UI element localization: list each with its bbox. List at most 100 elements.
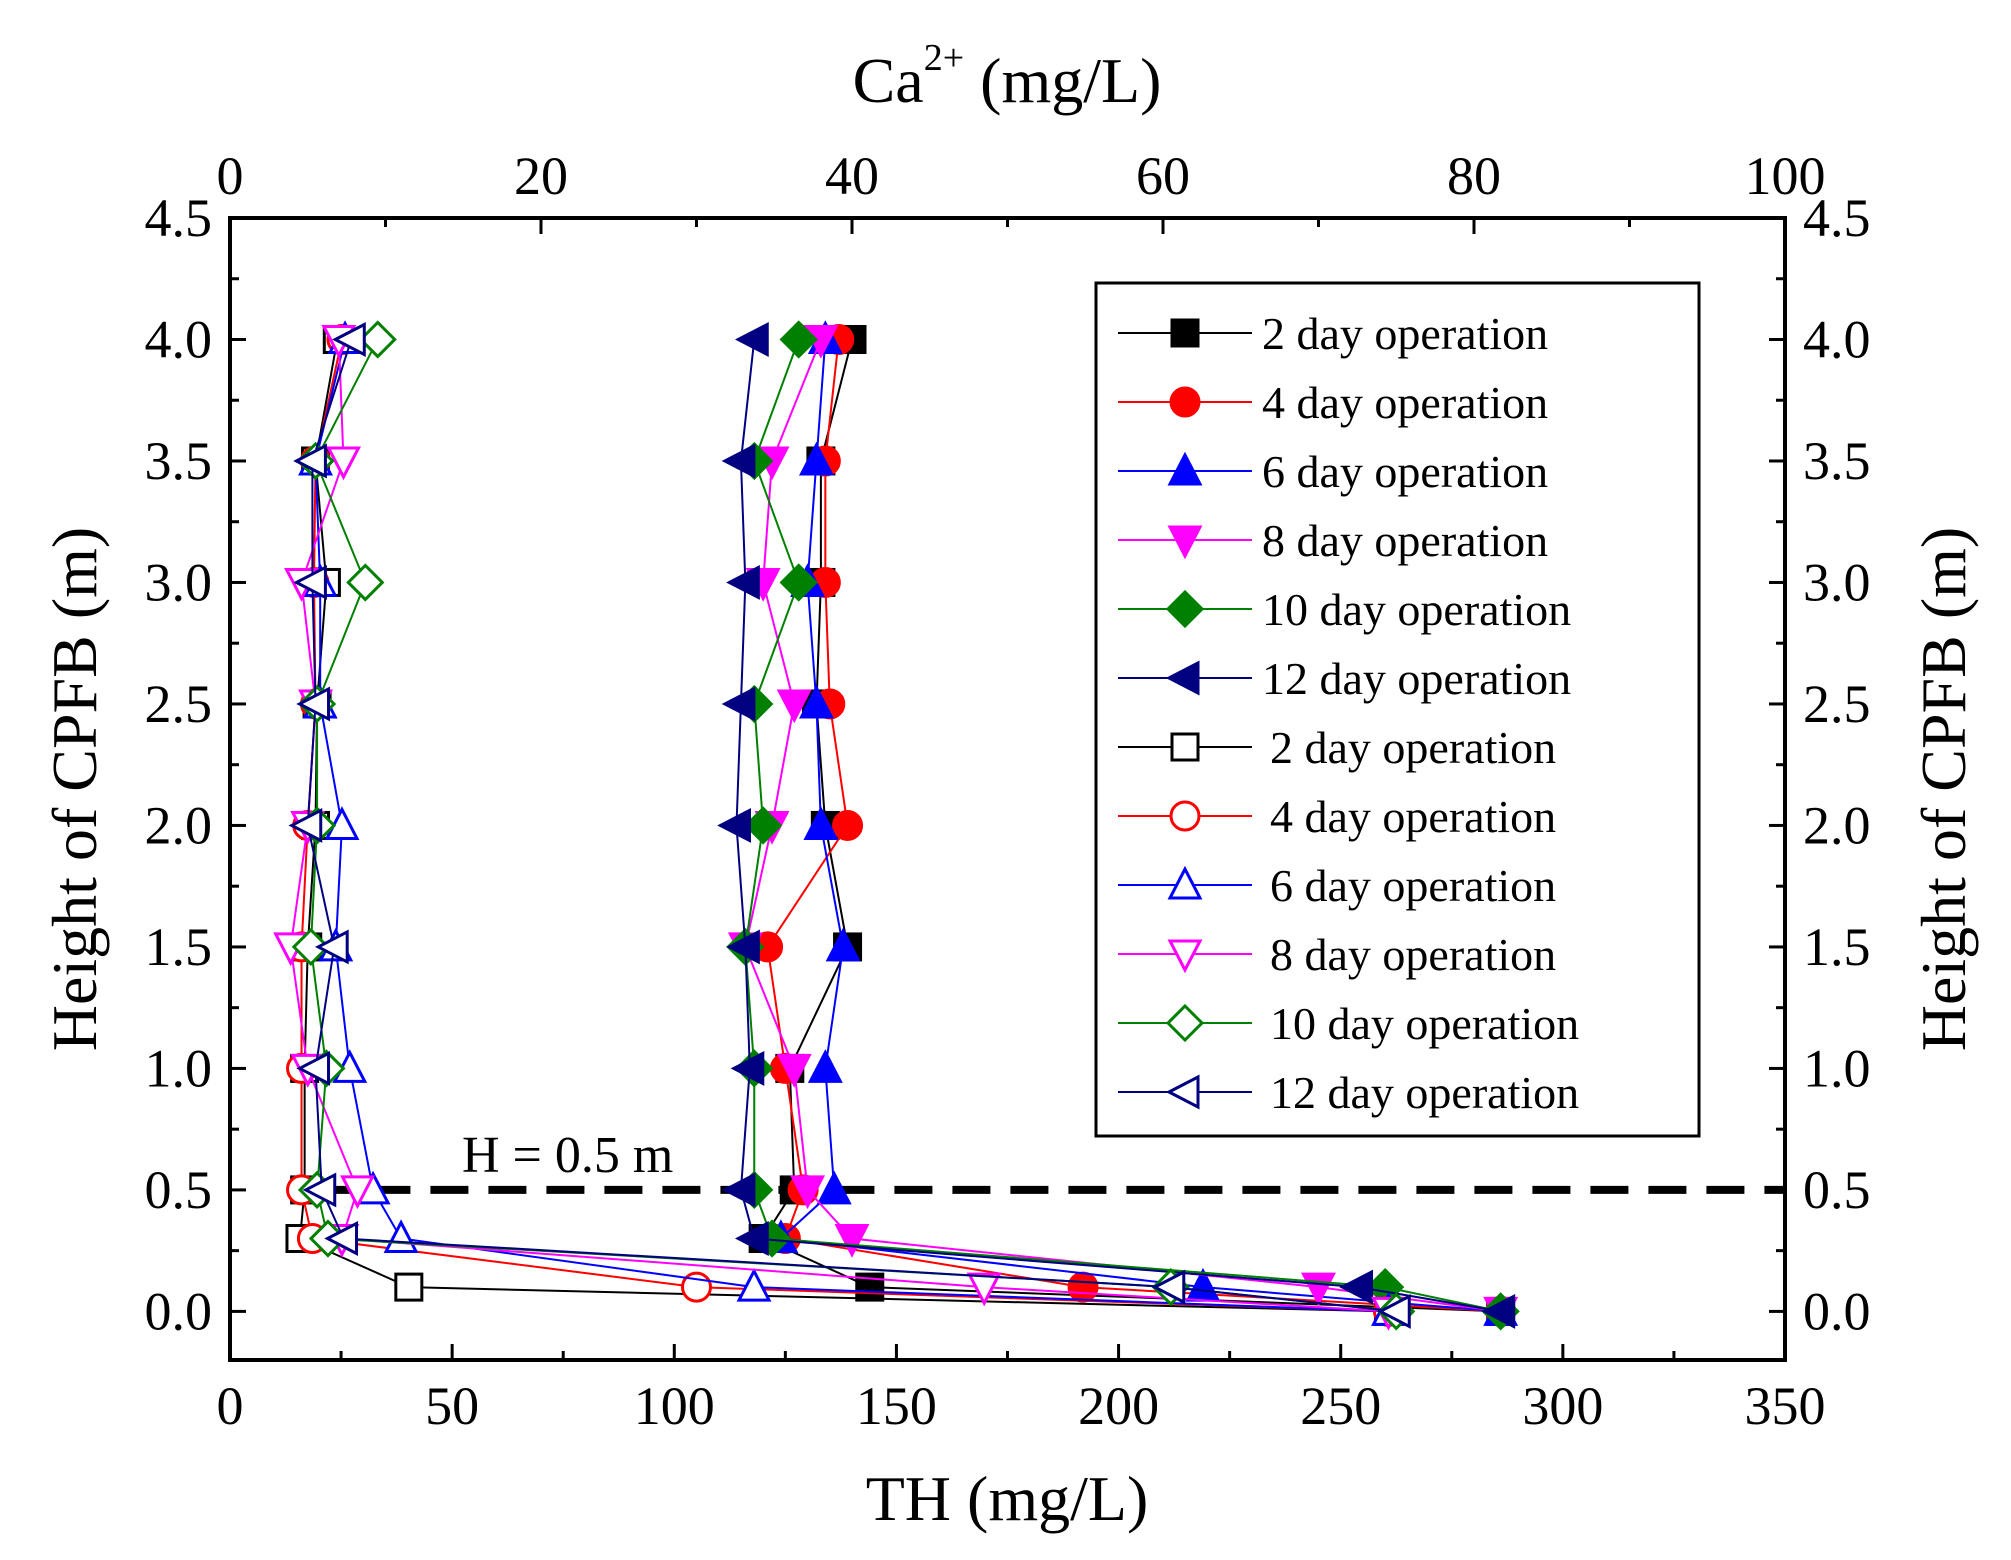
data-point (296, 686, 331, 722)
legend-label: 10 day operation (1270, 998, 1579, 1049)
y-tick-label: 4.0 (145, 309, 213, 369)
y2-tick-label: 1.0 (1803, 1038, 1871, 1098)
data-point (332, 322, 366, 357)
legend-entry: 2 day operation (1118, 722, 1556, 773)
y-tick-label: 3.5 (145, 431, 213, 491)
data-point (798, 684, 834, 719)
y2-tick-label: 2.5 (1803, 674, 1871, 734)
y-tick-label: 4.5 (145, 188, 213, 248)
data-point (726, 929, 760, 965)
data-point (825, 927, 861, 962)
legend-label: 4 day operation (1270, 791, 1556, 842)
legend-entry: 2 day operation (1118, 308, 1548, 359)
legend-entry: 8 day operation (1118, 929, 1556, 980)
data-point (803, 806, 839, 840)
legend-label: 2 day operation (1262, 308, 1548, 359)
data-point (966, 1272, 1002, 1307)
y2-tick-label: 4.0 (1803, 309, 1871, 369)
y2-tick-label: 3.5 (1803, 431, 1871, 491)
legend-marker (1170, 318, 1200, 348)
data-point (779, 563, 818, 602)
y-tick-label: 0.0 (145, 1281, 213, 1341)
x2-axis-title-unit: (mg/L) (980, 45, 1161, 116)
y-tick-label: 2.0 (145, 795, 213, 855)
data-point (790, 1175, 826, 1210)
x2-axis-title-spacer (964, 45, 980, 116)
data-point (314, 929, 349, 965)
data-point (326, 446, 361, 481)
x-axis-title: TH (mg/L) (866, 1463, 1149, 1534)
x2-axis-title-sup: 2+ (924, 37, 964, 79)
data-point (721, 1172, 756, 1208)
data-point (736, 1267, 772, 1302)
legend-marker (1165, 660, 1200, 696)
legend-label: 12 day operation (1270, 1067, 1579, 1118)
data-point (779, 320, 818, 359)
x-tick-label: 100 (634, 1376, 715, 1436)
data-point (734, 1221, 769, 1256)
legend-box (1094, 281, 1701, 1138)
y-tick-label: 1.5 (145, 917, 213, 977)
data-point (726, 565, 760, 600)
x2-tick-label: 80 (1447, 146, 1501, 206)
y-tick-label: 3.0 (145, 552, 213, 612)
series-th-5 (717, 322, 1516, 1329)
x2-tick-label: 20 (514, 146, 568, 206)
y2-tick-label: 0.5 (1803, 1160, 1871, 1220)
data-point (346, 563, 385, 602)
x2-tick-label: 60 (1136, 146, 1190, 206)
data-point (1151, 1269, 1186, 1305)
legend-entry: 6 day operation (1118, 860, 1556, 911)
legend-marker (1165, 1074, 1200, 1110)
data-point (721, 686, 756, 722)
y2-tick-label: 2.0 (1803, 795, 1871, 855)
data-point (807, 1049, 843, 1083)
y2-tick-label: 1.5 (1803, 917, 1871, 977)
x-tick-label: 250 (1300, 1376, 1381, 1436)
series-ca-11 (288, 322, 1411, 1329)
x2-axis-title-base: Ca (853, 45, 924, 116)
data-point (293, 565, 327, 600)
data-point (776, 1053, 812, 1088)
data-point (1481, 1293, 1516, 1329)
legend-marker (1170, 732, 1200, 762)
legend-entry: 8 day operation (1118, 515, 1548, 566)
data-point (302, 1172, 337, 1208)
data-point (358, 320, 397, 359)
data-point (394, 1272, 424, 1302)
data-point (291, 927, 330, 967)
legend-entry: 6 day operation (1118, 446, 1548, 497)
x2-tick-label: 0 (217, 146, 244, 206)
annotation: H = 0.5 m (314, 1127, 1785, 1194)
x-tick-label: 150 (856, 1376, 937, 1436)
y-tick-label: 0.5 (145, 1160, 213, 1220)
data-point (1339, 1269, 1373, 1305)
legend-label: 4 day operation (1262, 377, 1548, 428)
data-point (730, 1050, 765, 1086)
data-point (744, 806, 783, 845)
legend-marker (1167, 939, 1203, 974)
ticks: 0 50 100 150 200 250 300 350 0 20 40 60 80 100 0.0 0.0 0… (145, 146, 1871, 1436)
legend-entry: 10 day operation (1118, 584, 1571, 635)
x2-tick-label: 40 (825, 146, 879, 206)
legend: 2 day operation 4 day operation 6 day oper… (1094, 281, 1701, 1138)
x2-tick-label: 100 (1745, 146, 1826, 206)
data-point (324, 1221, 359, 1256)
data-point (293, 443, 327, 479)
data-point (721, 443, 756, 479)
y-axis-title: Height of CPFB (m) (39, 527, 110, 1051)
x2-axis-title: Ca2+ (mg/L) (853, 37, 1162, 116)
data-point (816, 1170, 852, 1205)
y2-axis-title: Height of CPFB (m) (1908, 527, 1979, 1051)
x-tick-label: 300 (1522, 1376, 1603, 1436)
legend-entry: 12 day operation (1118, 653, 1571, 704)
legend-marker (1169, 386, 1201, 418)
data-point (798, 441, 834, 476)
data-point (734, 322, 769, 357)
y2-tick-label: 0.0 (1803, 1281, 1871, 1341)
data-point (288, 807, 323, 843)
legend-entry: 4 day operation (1118, 791, 1556, 842)
legend-entry: 4 day operation (1118, 377, 1548, 428)
legend-marker (1167, 525, 1203, 560)
